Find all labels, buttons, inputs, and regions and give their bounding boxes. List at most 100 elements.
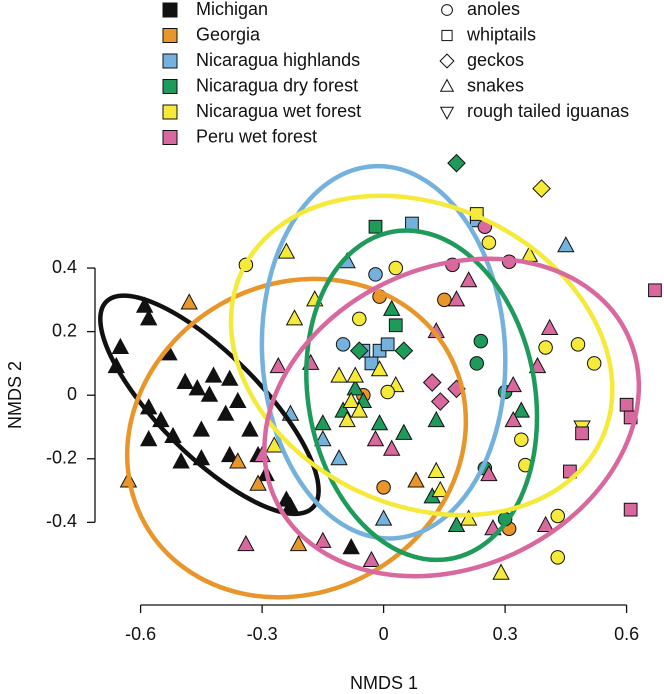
point	[382, 439, 401, 456]
point	[536, 515, 555, 533]
point	[342, 391, 360, 409]
point	[188, 379, 207, 396]
legend-label: Peru wet forest	[196, 126, 317, 146]
point	[532, 179, 551, 198]
point	[349, 341, 369, 361]
legend-label: anoles	[467, 0, 520, 19]
legend-swatch	[162, 53, 178, 69]
legend-marker	[439, 78, 455, 92]
point	[586, 356, 602, 371]
point	[540, 318, 559, 335]
point	[269, 356, 288, 374]
point	[368, 219, 383, 234]
point	[314, 414, 332, 431]
point	[422, 373, 442, 392]
point	[289, 534, 308, 552]
legend-marker	[441, 4, 453, 16]
point	[352, 311, 367, 327]
point	[366, 430, 385, 447]
group-ellipse	[228, 193, 615, 518]
legend-swatch	[162, 28, 178, 43]
point	[216, 404, 235, 421]
legend-label: whiptails	[466, 24, 536, 44]
point	[368, 267, 383, 282]
point	[220, 369, 239, 386]
point	[330, 449, 348, 466]
x-tick-label: 0.6	[614, 624, 639, 644]
point	[447, 290, 466, 307]
point	[481, 235, 497, 250]
point	[350, 401, 369, 418]
point	[405, 216, 419, 231]
legend-label: Nicaragua dry forest	[196, 75, 358, 95]
point	[550, 508, 565, 524]
legend-marker	[439, 53, 455, 69]
point	[370, 414, 389, 431]
point	[249, 474, 267, 491]
legend-swatch	[162, 79, 178, 94]
point	[512, 401, 531, 418]
legend-label: Michigan	[196, 0, 268, 19]
group-ellipse	[262, 256, 642, 579]
point	[437, 292, 452, 308]
legend-swatch	[162, 130, 178, 145]
point	[229, 452, 247, 469]
point	[388, 318, 403, 333]
point	[342, 538, 360, 555]
point	[220, 445, 239, 463]
group-ellipse	[259, 163, 508, 541]
x-tick-label: 0	[379, 624, 389, 644]
point	[394, 341, 414, 361]
point	[176, 372, 194, 389]
legend-label: Nicaragua highlands	[196, 50, 360, 70]
point	[200, 385, 219, 402]
point	[330, 366, 348, 383]
point	[229, 391, 247, 409]
y-tick-label: 0.4	[52, 257, 77, 277]
point	[382, 299, 401, 316]
x-tick-label: -0.3	[247, 624, 278, 644]
point	[346, 366, 364, 383]
point	[538, 340, 553, 355]
x-tick-label: -0.6	[125, 624, 156, 644]
y-axis-title: NMDS 2	[5, 361, 25, 429]
y-tick-label: 0	[67, 384, 77, 404]
point	[285, 309, 304, 326]
point	[447, 515, 466, 533]
point	[469, 356, 484, 371]
y-tick-label: 0.2	[52, 320, 77, 340]
legend-label: snakes	[467, 75, 524, 95]
point	[623, 502, 638, 517]
point	[648, 283, 662, 298]
point	[504, 410, 522, 428]
point	[504, 375, 522, 393]
point	[430, 392, 450, 411]
point	[550, 550, 565, 565]
point	[380, 384, 395, 400]
point	[139, 309, 158, 326]
y-tick-label: -0.4	[46, 511, 77, 531]
point	[619, 397, 634, 412]
point	[172, 452, 190, 469]
point	[570, 337, 586, 352]
point	[459, 271, 478, 288]
point	[314, 430, 332, 447]
point	[459, 509, 478, 526]
point	[335, 337, 351, 352]
point	[314, 531, 332, 548]
point	[192, 420, 211, 437]
legend-label: Georgia	[196, 24, 261, 44]
point	[514, 432, 529, 447]
point	[388, 260, 403, 276]
point	[180, 293, 198, 310]
point	[492, 563, 510, 580]
point	[407, 471, 425, 488]
point	[380, 337, 395, 352]
point	[431, 480, 450, 498]
point	[265, 436, 283, 453]
legend-marker	[439, 106, 455, 120]
group-ellipse	[98, 293, 321, 517]
point	[204, 366, 223, 383]
legend-label: rough tailed iguanas	[467, 101, 629, 121]
